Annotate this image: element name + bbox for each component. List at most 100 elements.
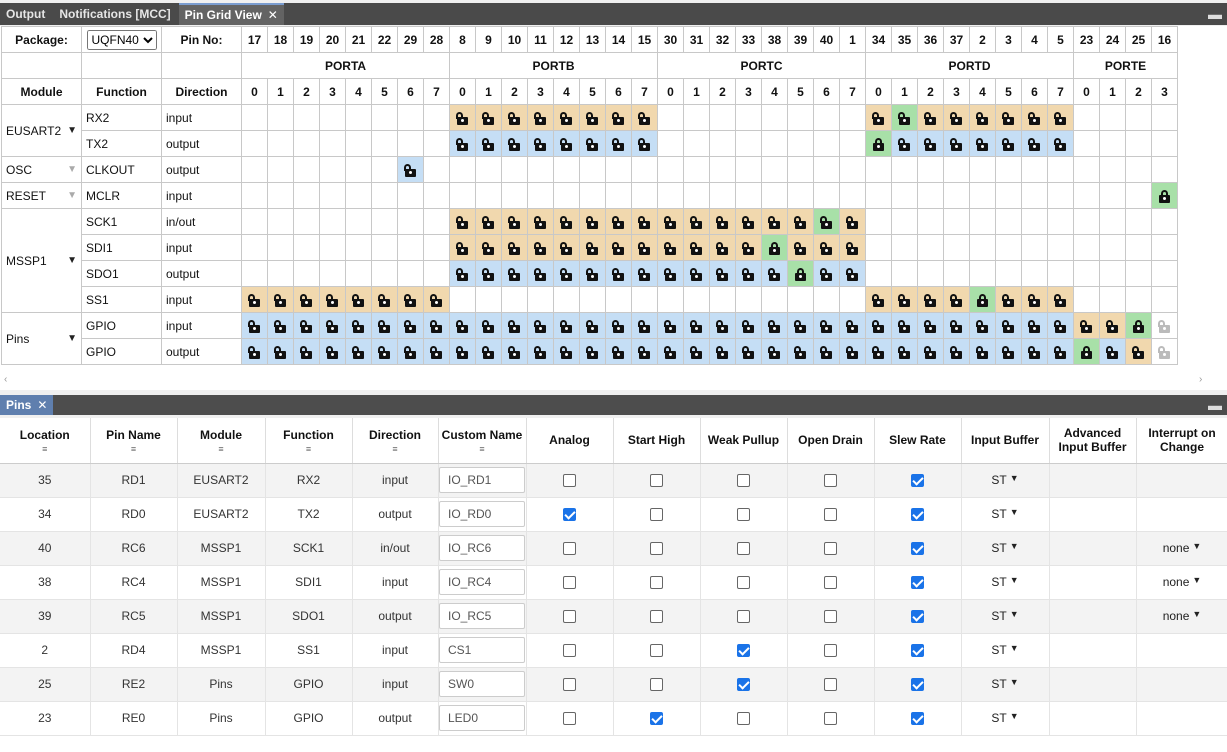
ioc-dropdown[interactable]: none ▼ [1163,541,1202,555]
pin-cell[interactable] [995,156,1022,183]
pin-cell[interactable] [917,156,944,183]
custom-name-input[interactable] [439,569,525,595]
pin-cell[interactable] [865,234,892,261]
pin-cell[interactable] [735,338,762,365]
pin-cell[interactable] [1073,286,1100,313]
pin-cell[interactable] [865,130,892,157]
pin-cell[interactable] [943,286,970,313]
pin-cell[interactable] [579,260,606,287]
pin-cell[interactable] [1099,156,1126,183]
analog-checkbox[interactable] [563,542,576,556]
pin-cell[interactable] [501,286,528,313]
pin-cell[interactable] [605,286,632,313]
custom-name-input[interactable] [439,603,525,629]
pin-cell[interactable] [839,208,866,235]
column-header[interactable]: Location ≡ [0,418,91,464]
pin-cell[interactable] [267,182,294,209]
dropdown-arrow-icon[interactable]: ▼ [67,190,77,201]
pin-cell[interactable] [917,338,944,365]
module-cell[interactable]: Pins ▼ [1,312,82,365]
pin-cell[interactable] [891,338,918,365]
start-high-checkbox[interactable] [650,576,663,590]
pin-cell[interactable] [501,104,528,131]
weak-pullup-checkbox[interactable] [737,508,750,522]
pin-cell[interactable] [839,182,866,209]
pin-cell[interactable] [865,104,892,131]
pin-cell[interactable] [943,182,970,209]
pin-cell[interactable] [1073,156,1100,183]
pin-cell[interactable] [891,156,918,183]
pin-cell[interactable] [1151,156,1178,183]
pin-cell[interactable] [527,260,554,287]
pin-cell[interactable] [709,286,736,313]
pin-cell[interactable] [1047,182,1074,209]
pin-cell[interactable] [1047,312,1074,339]
pin-cell[interactable] [1125,260,1152,287]
pin-cell[interactable] [527,338,554,365]
pin-cell[interactable] [1099,312,1126,339]
pin-cell[interactable] [865,312,892,339]
pin-cell[interactable] [501,234,528,261]
pin-cell[interactable] [397,130,424,157]
pin-cell[interactable] [813,286,840,313]
pin-cell[interactable] [579,104,606,131]
pin-cell[interactable] [475,208,502,235]
pin-cell[interactable] [475,104,502,131]
pin-cell[interactable] [241,338,268,365]
input-buffer-dropdown[interactable]: ST ▼ [991,541,1018,555]
tab-pin-grid-view[interactable]: Pin Grid View ✕ [178,3,284,25]
pin-cell[interactable] [1073,234,1100,261]
pin-cell[interactable] [943,312,970,339]
pin-cell[interactable] [319,234,346,261]
pin-cell[interactable] [787,104,814,131]
pin-cell[interactable] [1047,286,1074,313]
pin-cell[interactable] [631,182,658,209]
tab-pins[interactable]: Pins ✕ [0,395,54,415]
pin-cell[interactable] [319,286,346,313]
pin-cell[interactable] [501,130,528,157]
pin-cell[interactable] [787,208,814,235]
pin-cell[interactable] [1125,312,1152,339]
sort-icon[interactable]: ≡ [479,444,485,455]
custom-name-input[interactable] [439,501,525,527]
pin-cell[interactable] [735,234,762,261]
pin-cell[interactable] [813,182,840,209]
pin-cell[interactable] [917,234,944,261]
pin-cell[interactable] [397,338,424,365]
pin-cell[interactable] [267,156,294,183]
pin-cell[interactable] [475,338,502,365]
module-cell[interactable]: RESET ▼ [1,182,82,209]
weak-pullup-checkbox[interactable] [737,610,750,624]
dropdown-arrow-icon[interactable]: ▼ [67,255,77,266]
pin-cell[interactable] [1047,208,1074,235]
pin-cell[interactable] [813,208,840,235]
pin-cell[interactable] [1151,208,1178,235]
start-high-checkbox[interactable] [650,644,663,658]
pin-cell[interactable] [865,260,892,287]
open-drain-checkbox[interactable] [824,508,837,522]
pin-cell[interactable] [709,130,736,157]
pin-cell[interactable] [735,312,762,339]
pin-cell[interactable] [553,156,580,183]
pin-cell[interactable] [891,182,918,209]
module-cell[interactable]: OSC ▼ [1,156,82,183]
pin-cell[interactable] [605,312,632,339]
pin-cell[interactable] [813,234,840,261]
pin-cell[interactable] [605,182,632,209]
pin-cell[interactable] [839,156,866,183]
pin-cell[interactable] [761,260,788,287]
analog-checkbox[interactable] [563,508,576,522]
pin-cell[interactable] [397,104,424,131]
pin-cell[interactable] [735,260,762,287]
pin-cell[interactable] [891,312,918,339]
pin-cell[interactable] [293,156,320,183]
pin-cell[interactable] [761,286,788,313]
pin-cell[interactable] [1125,286,1152,313]
input-buffer-dropdown[interactable]: ST ▼ [991,473,1018,487]
pin-cell[interactable] [319,156,346,183]
pin-cell[interactable] [1047,130,1074,157]
pin-cell[interactable] [865,286,892,313]
pin-cell[interactable] [657,312,684,339]
pin-cell[interactable] [345,312,372,339]
pin-cell[interactable] [709,338,736,365]
